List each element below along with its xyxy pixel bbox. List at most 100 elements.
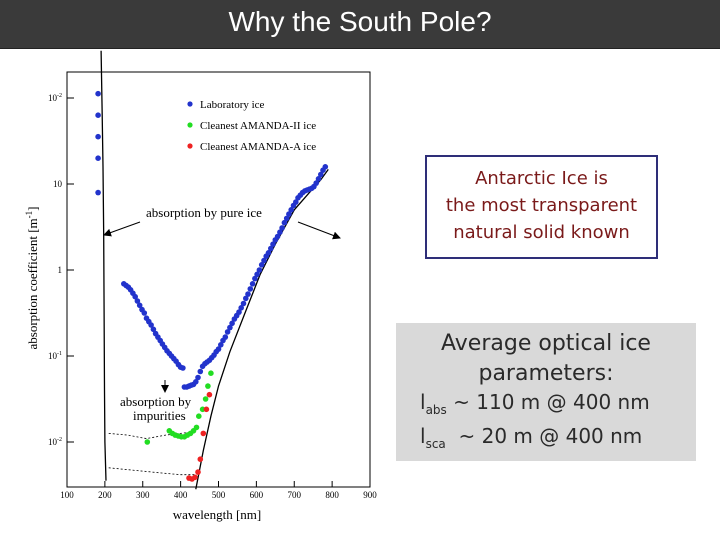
data-point-series-2: [197, 456, 204, 463]
optical-parameters-box: Average optical ice parameters: labs ~ 1…: [396, 323, 696, 461]
x-tick-label: 700: [288, 490, 302, 500]
legend-label-amanda2: Cleanest AMANDA-II ice: [200, 120, 316, 132]
data-point-series-0: [95, 112, 101, 118]
data-point-series-0: [270, 241, 276, 247]
data-point-series-1: [208, 370, 214, 377]
data-point-series-0: [254, 271, 260, 278]
x-tick-label: 400: [174, 490, 188, 500]
data-point-series-0: [274, 233, 281, 240]
data-point-series-0: [95, 189, 101, 196]
data-point-series-0: [218, 342, 224, 348]
data-point-series-0: [249, 281, 256, 287]
data-point-series-0: [286, 211, 292, 217]
slide-title: Why the South Pole?: [228, 6, 492, 37]
data-point-series-0: [322, 164, 329, 170]
y-axis-label: absorption coefficient [m-1]: [24, 206, 40, 349]
legend-marker-amandaA: [187, 143, 193, 149]
data-point-series-0: [240, 300, 247, 307]
x-tick-label: 500: [212, 490, 226, 500]
data-point-series-1: [205, 383, 211, 389]
data-point-series-0: [313, 180, 320, 186]
param-absorption-length: labs ~ 110 m @ 400 nm: [420, 390, 650, 417]
data-point-series-0: [265, 250, 272, 256]
data-point-series-0: [315, 176, 322, 182]
pure-ice-curve-uv: [100, 50, 107, 481]
data-point-series-0: [279, 225, 285, 231]
transparency-callout: Antarctic Ice is the most transparent na…: [425, 155, 658, 259]
impurity-curve-amandaA: [108, 467, 196, 476]
data-point-series-0: [261, 257, 267, 264]
data-point-series-0: [288, 207, 295, 213]
data-point-series-0: [243, 295, 249, 302]
x-tick-label: 100: [60, 490, 74, 500]
data-point-series-0: [277, 229, 283, 235]
title-bar: Why the South Pole?: [0, 0, 720, 49]
params-heading-2: parameters:: [478, 361, 614, 386]
y-tick-label: 10-2: [48, 437, 62, 447]
x-tick-label: 600: [250, 490, 264, 500]
data-point-series-0: [236, 309, 242, 315]
y-tick-label: 10-2: [48, 93, 62, 103]
data-point-series-0: [238, 305, 244, 311]
x-tick-label: 300: [136, 490, 150, 500]
data-point-series-0: [95, 90, 101, 97]
legend-marker-lab: [187, 101, 193, 107]
data-point-series-0: [180, 365, 186, 371]
legend-marker-amanda2: [187, 122, 193, 128]
callout-line: natural solid known: [453, 222, 630, 243]
data-point-series-0: [148, 322, 154, 328]
x-axis-label: wavelength [nm]: [173, 507, 261, 522]
data-point-series-0: [95, 155, 101, 161]
data-point-series-0: [283, 215, 290, 222]
data-point-series-2: [203, 406, 210, 413]
data-point-series-2: [206, 391, 213, 398]
data-point-series-0: [195, 374, 201, 381]
data-point-series-0: [215, 346, 222, 352]
data-point-series-0: [197, 368, 204, 375]
absorption-chart: 100 200 300 400 500 600 700 800 900 10-2 10 1 10-1 10…: [24, 50, 377, 522]
data-point-series-1: [196, 413, 202, 420]
data-point-series-0: [150, 326, 157, 333]
callout-line: Antarctic Ice is: [475, 168, 608, 189]
param-scattering-length: lsca ~ 20 m @ 400 nm: [420, 424, 643, 451]
data-point-series-0: [227, 324, 233, 331]
legend: Laboratory ice Cleanest AMANDA-II ice Cl…: [187, 99, 316, 153]
y-tick-label: 10-1: [48, 351, 62, 361]
data-point-series-0: [229, 320, 235, 327]
data-point-series-0: [136, 302, 143, 309]
x-tick-label: 800: [325, 490, 339, 500]
annotation-impurities-2: impurities: [133, 408, 186, 423]
data-point-series-0: [293, 199, 299, 205]
annotation-pure-ice: absorption by pure ice: [146, 205, 262, 220]
annotation-impurities-1: absorption by: [120, 394, 192, 409]
callout-line: the most transparent: [445, 195, 638, 216]
arrow-pure-ice-left: [103, 221, 141, 237]
data-point-series-2: [200, 430, 207, 437]
data-point-series-0: [258, 262, 265, 268]
data-point-series-0: [245, 291, 251, 297]
data-point-series-0: [224, 329, 231, 335]
data-point-series-0: [222, 334, 229, 340]
data-point-series-0: [252, 275, 258, 282]
legend-label-lab: Laboratory ice: [200, 99, 265, 111]
data-point-series-0: [318, 171, 324, 178]
arrow-pure-ice-right: [297, 221, 341, 240]
params-heading-1: Average optical ice: [441, 331, 651, 356]
data-point-series-1: [202, 396, 209, 402]
data-point-series-0: [134, 298, 141, 304]
data-point-series-0: [95, 133, 101, 140]
data-point-series-0: [247, 286, 254, 292]
x-tick-label: 900: [363, 490, 377, 500]
data-point-series-1: [193, 424, 200, 431]
y-tick-label: 1: [58, 265, 63, 275]
legend-label-amandaA: Cleanest AMANDA-A ice: [200, 141, 316, 153]
data-point-series-2: [195, 469, 201, 475]
plot-frame: [66, 71, 371, 488]
data-point-series-0: [281, 219, 288, 226]
y-tick-label: 10: [53, 179, 63, 189]
data-point-series-0: [268, 245, 274, 252]
data-point-series-0: [141, 310, 148, 316]
data-point-series-2: [192, 474, 198, 481]
x-tick-label: 200: [98, 490, 112, 500]
data-point-series-0: [132, 293, 138, 300]
